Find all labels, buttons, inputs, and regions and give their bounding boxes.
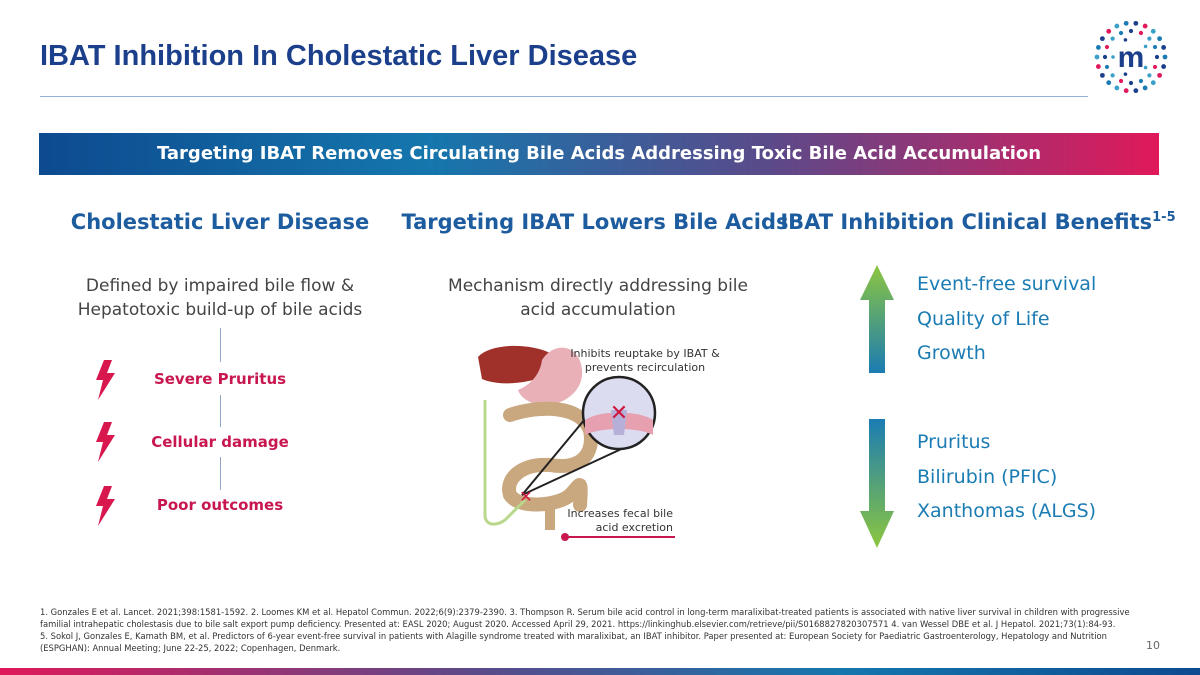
logo: m [1094, 20, 1168, 94]
logo-dot [1104, 44, 1110, 50]
logo-dot [1111, 55, 1115, 59]
logo-dot [1095, 45, 1101, 50]
footnote: familial intrahepatic cholestasis due to… [40, 619, 1116, 629]
logo-dot [1128, 28, 1134, 34]
diagram-label: acid excretion [595, 521, 673, 534]
benefit-decrease: Pruritus [917, 431, 991, 453]
divider [40, 96, 1088, 97]
logo-dot [1143, 44, 1148, 49]
logo-dot [1123, 38, 1128, 42]
svg-text:✕: ✕ [610, 401, 628, 426]
logo-dot [1128, 80, 1134, 86]
logo-dot [1157, 36, 1163, 42]
bottom-bar [0, 668, 1200, 675]
text-line: Hepatotoxic build-up of bile acids [77, 300, 363, 320]
benefit-decrease: Xanthomas (ALGS) [917, 500, 1097, 522]
consequence: Poor outcomes [156, 496, 284, 514]
consequence: Cellular damage [151, 433, 289, 451]
text-line: Mechanism directly addressing bile [448, 276, 748, 296]
mechanism-diagram: ✕ ✕ [478, 345, 675, 541]
logo-dot [1150, 80, 1156, 86]
logo-dot [1123, 20, 1129, 26]
logo-dot [1095, 64, 1101, 69]
logo-dot [1147, 73, 1152, 78]
logo-dot [1106, 80, 1112, 86]
consequence: Severe Pruritus [153, 370, 287, 388]
page-number: 10 [1146, 639, 1160, 652]
logo-dot [1114, 23, 1120, 29]
logo-dot [1118, 30, 1124, 36]
logo-dot [1138, 78, 1144, 84]
arrows [860, 265, 894, 548]
benefit-increase: Quality of Life [917, 308, 1050, 330]
footnote: 1. Gonzales E et al. Lancet. 2021;398:15… [40, 607, 1130, 617]
logo-dot [1143, 65, 1148, 70]
logo-dot [1114, 85, 1120, 91]
connector [220, 328, 221, 362]
logo-dot [1157, 72, 1163, 78]
logo-dot [1104, 64, 1110, 70]
logo-dot [1162, 54, 1168, 60]
diagram-label: Inhibits reuptake by IBAT & [570, 347, 720, 360]
logo-letter: m [1118, 41, 1145, 74]
logo-dot [1110, 73, 1115, 78]
logo-dot [1161, 45, 1167, 50]
column-heading: IBAT Inhibition Clinical Benefits1-5 [780, 210, 1175, 234]
logo-dot [1099, 72, 1105, 78]
footnote: (ESPGHAN): Annual Meeting; June 22-25, 2… [40, 643, 341, 653]
logo-dot [1110, 36, 1115, 41]
logo-dot [1133, 88, 1139, 94]
heading-text: IBAT Inhibition Clinical Benefits [780, 210, 1153, 234]
column-heading: Cholestatic Liver Disease [70, 210, 370, 234]
logo-dot [1142, 85, 1148, 91]
logo-dot [1154, 54, 1160, 60]
text-line: Defined by impaired bile flow & [85, 276, 355, 296]
logo-dot [1152, 44, 1158, 50]
benefit-increase: Growth [917, 342, 986, 364]
footnote: 5. Sokol J, Gonzales E, Kamath BM, et al… [40, 631, 1107, 641]
logo-dot [1133, 20, 1139, 26]
text-line: acid accumulation [520, 300, 676, 320]
logo-dot [1161, 64, 1167, 69]
connector [220, 395, 221, 427]
logo-dot [1102, 54, 1108, 60]
title: IBAT Inhibition In Cholestatic Liver Dis… [40, 40, 638, 72]
logo-dot [1106, 28, 1112, 34]
logo-dot [1118, 78, 1124, 84]
logo-dot [1094, 54, 1100, 60]
logo-dot [1150, 28, 1156, 34]
logo-dot [1123, 72, 1128, 76]
connector [220, 457, 221, 490]
benefit-decrease: Bilirubin (PFIC) [917, 466, 1058, 488]
logo-dot [1099, 36, 1105, 42]
logo-dot [1147, 36, 1152, 41]
banner: Targeting IBAT Removes Circulating Bile … [39, 133, 1159, 175]
logo-dot [1138, 30, 1144, 36]
diagram-label: Increases fecal bile [567, 507, 673, 520]
svg-text:✕: ✕ [519, 487, 532, 506]
logo-dot [1123, 88, 1129, 94]
bolt-icons [96, 360, 115, 526]
benefit-increase: Event-free survival [917, 273, 1097, 295]
logo-dot [1142, 23, 1148, 29]
diagram-label: prevents recirculation [584, 361, 706, 374]
column-heading: Targeting IBAT Lowers Bile Acids [401, 210, 789, 234]
superscript: 1-5 [1152, 210, 1176, 225]
logo-dot [1152, 64, 1158, 70]
